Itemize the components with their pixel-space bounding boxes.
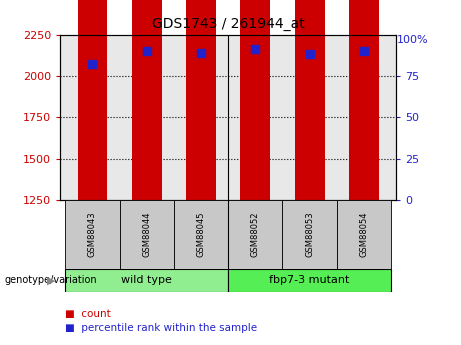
Point (89, 61, 96, 67)
Bar (65, 200, 120, 269)
Text: GSM88052: GSM88052 (251, 212, 260, 257)
Bar (77, 0, 107, 200)
Point (143, 48, 150, 54)
Text: wild type: wild type (121, 275, 172, 285)
Bar (228, 200, 283, 269)
Text: ■  percentile rank within the sample: ■ percentile rank within the sample (65, 323, 257, 333)
Bar (283, 200, 337, 269)
Bar (295, 0, 325, 200)
Text: GSM88044: GSM88044 (142, 212, 151, 257)
Bar (77, 198, 107, 345)
Text: GSM88043: GSM88043 (88, 212, 97, 257)
Text: fbp7-3 mutant: fbp7-3 mutant (269, 275, 350, 285)
Text: GSM88054: GSM88054 (360, 212, 368, 257)
Bar (65, 269, 228, 292)
Bar (349, 0, 379, 200)
Point (306, 52, 313, 57)
Title: GDS1743 / 261944_at: GDS1743 / 261944_at (152, 17, 305, 31)
Bar (295, 132, 325, 345)
Text: ▶: ▶ (47, 275, 55, 285)
Bar (240, 0, 270, 200)
Text: 100%: 100% (396, 34, 428, 45)
Bar (240, 72, 270, 345)
Text: ■  count: ■ count (65, 309, 110, 319)
Text: GSM88045: GSM88045 (196, 212, 206, 257)
Bar (186, 97, 216, 345)
Point (360, 48, 367, 54)
Bar (337, 200, 391, 269)
Bar (120, 200, 174, 269)
Text: GSM88053: GSM88053 (305, 212, 314, 257)
Bar (132, 0, 162, 200)
Bar (228, 269, 391, 292)
Bar (349, 122, 379, 345)
Point (252, 47, 259, 52)
Bar (132, 117, 162, 345)
Bar (174, 200, 228, 269)
Text: genotype/variation: genotype/variation (5, 275, 97, 285)
Point (197, 50, 205, 56)
Bar (186, 0, 216, 200)
